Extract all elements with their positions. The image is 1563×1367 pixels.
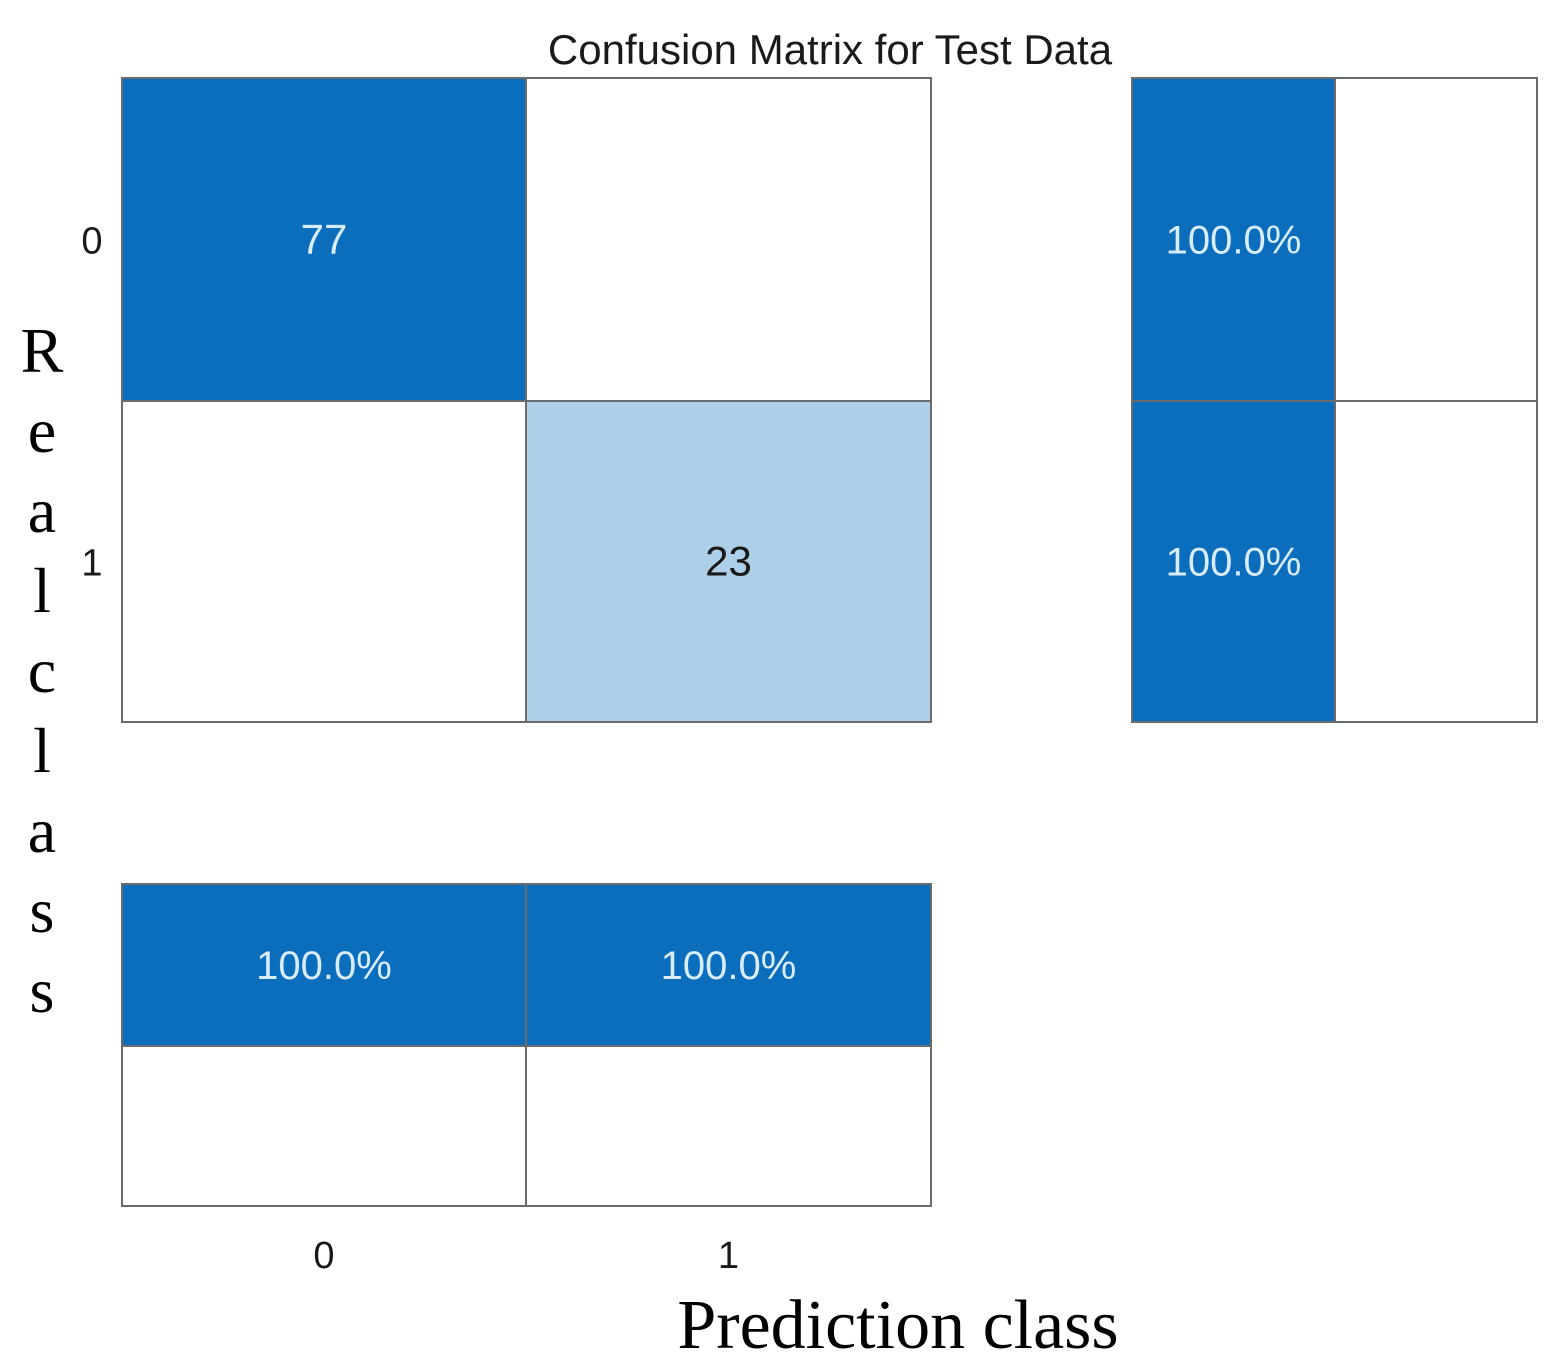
x-tick-label-1: 1 bbox=[718, 1235, 739, 1277]
column-summary-cell-r1-c0 bbox=[121, 1045, 527, 1207]
matrix-cell-r1-c0 bbox=[121, 400, 527, 723]
x-axis-label: Prediction class bbox=[677, 1287, 1118, 1364]
matrix-cell-r0-c0 bbox=[121, 77, 527, 402]
tick-labels: 0 1 0 1 bbox=[81, 221, 739, 1278]
column-summary-cell-r0-c1-label: 100.0% bbox=[661, 944, 797, 988]
matrix-cell-r1-c1-label: 23 bbox=[705, 538, 752, 585]
y-tick-label-0: 0 bbox=[81, 221, 102, 263]
row-summary-cell-r1-c1 bbox=[1334, 400, 1538, 723]
chart-title: Confusion Matrix for Test Data bbox=[548, 26, 1113, 73]
y-tick-label-1: 1 bbox=[81, 543, 102, 585]
column-summary-cell-r0-c0 bbox=[121, 883, 527, 1047]
x-tick-label-0: 0 bbox=[313, 1235, 334, 1277]
column-summary-cell-r0-c0-label: 100.0% bbox=[256, 944, 392, 988]
row-summary-cell-r1-c0 bbox=[1131, 400, 1336, 723]
row-summary-cell-r0-c0 bbox=[1131, 77, 1336, 402]
matrix-cells: 77 23 100.0% 100.0% 100.0% 100.0% bbox=[121, 77, 1538, 1207]
column-summary-cell-r0-c1 bbox=[525, 883, 932, 1047]
matrix-cell-r0-c0-label: 77 bbox=[301, 216, 348, 263]
matrix-cell-r0-c1 bbox=[525, 77, 932, 402]
column-summary-cell-r1-c1 bbox=[525, 1045, 932, 1207]
matrix-cell-r1-c1 bbox=[525, 400, 932, 723]
row-summary-cell-r0-c0-label: 100.0% bbox=[1166, 219, 1302, 263]
row-summary-cell-r0-c1 bbox=[1334, 77, 1538, 402]
row-summary-cell-r1-c0-label: 100.0% bbox=[1166, 541, 1302, 585]
